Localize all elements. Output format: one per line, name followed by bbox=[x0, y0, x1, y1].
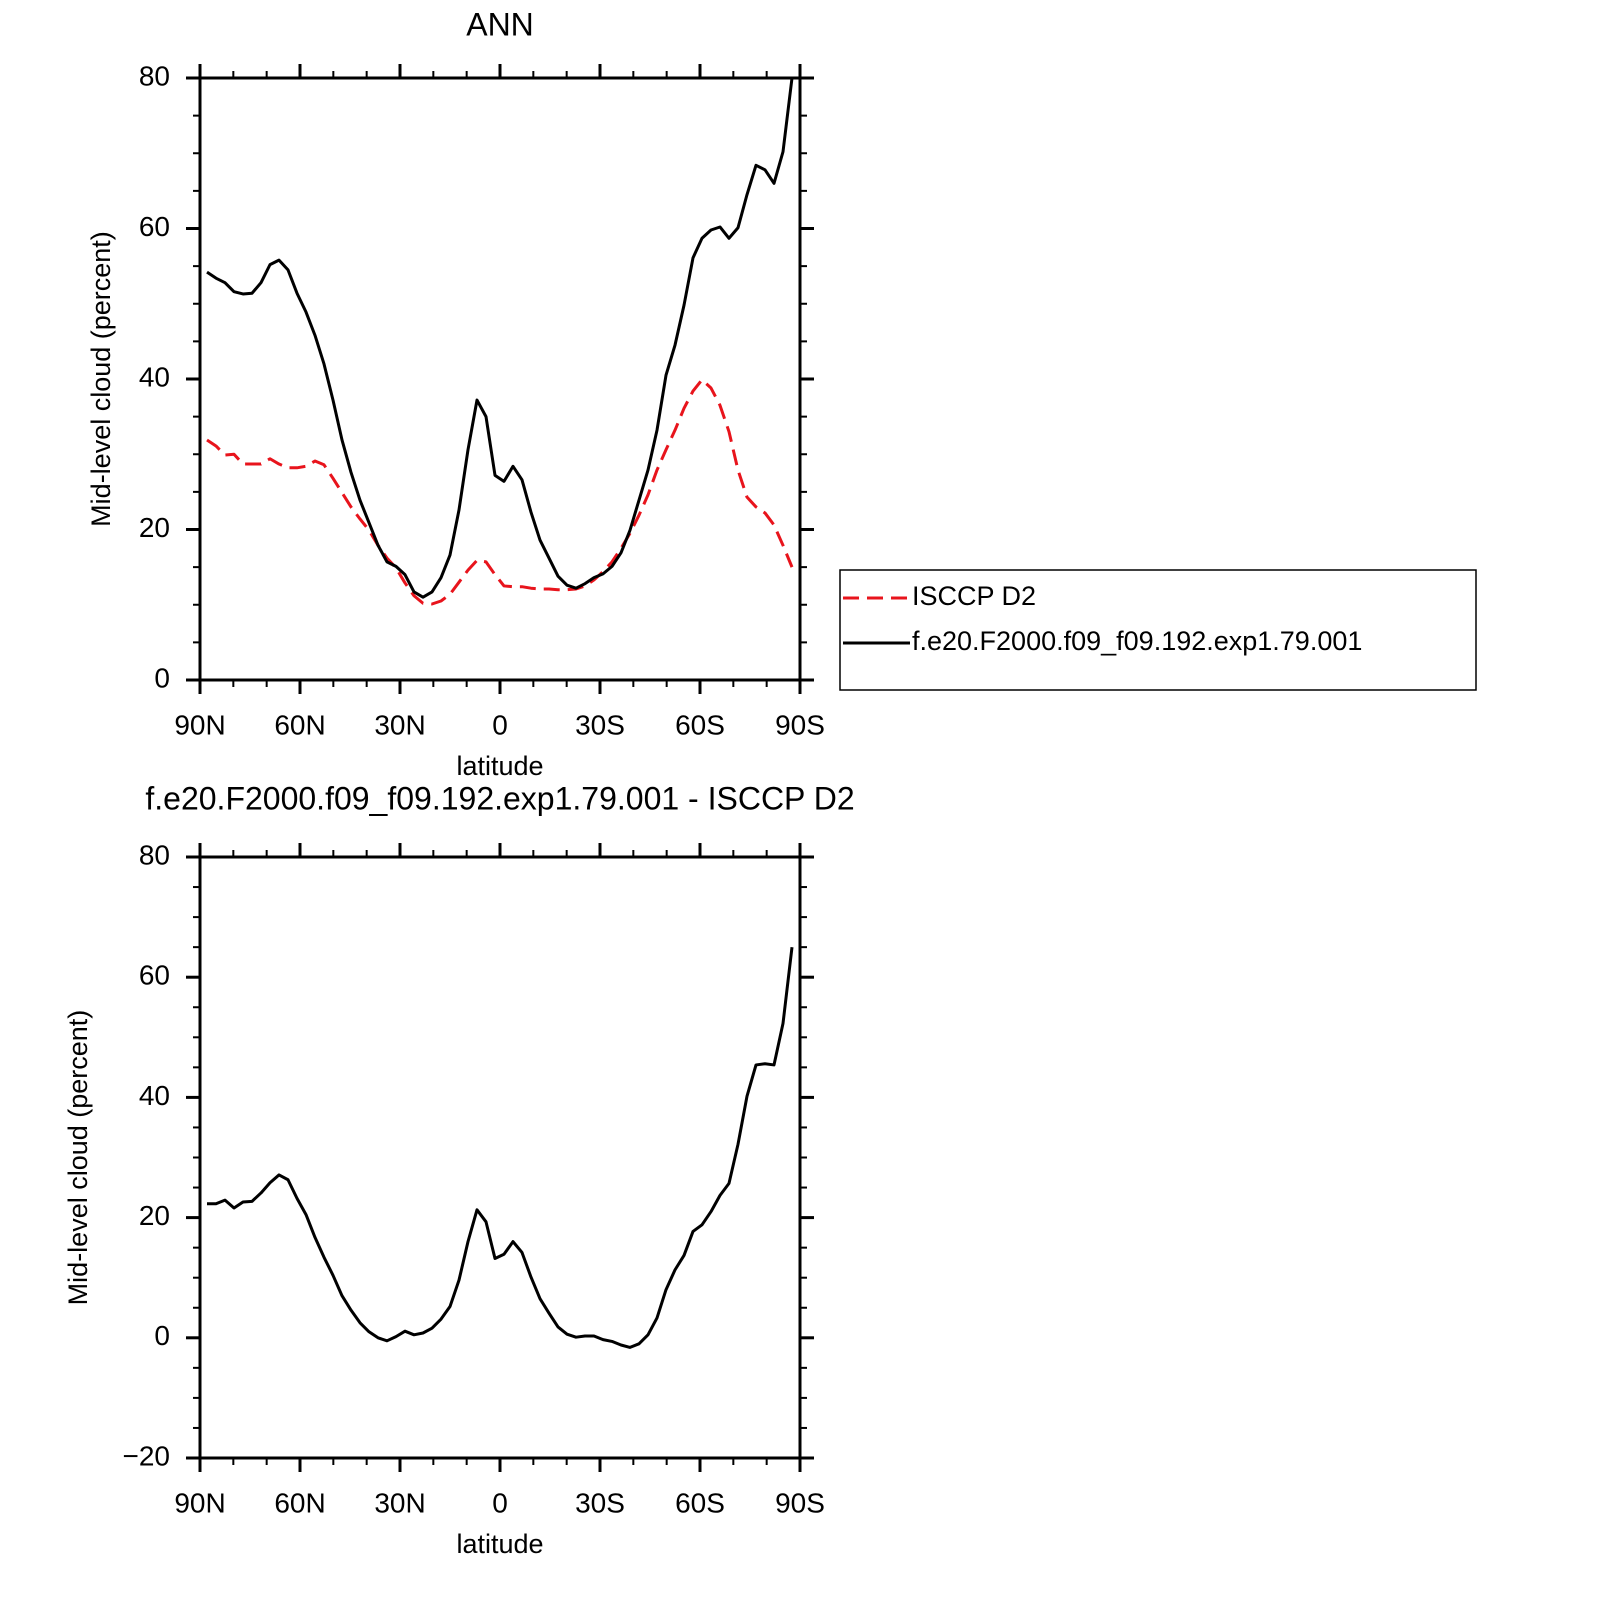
legend-box bbox=[839, 569, 1477, 691]
plot: f.e20.F2000.f09_f09.192.exp1.79.001 - IS… bbox=[63, 780, 854, 1559]
y-tick-label: 60 bbox=[139, 960, 170, 991]
y-axis-label: Mid-level cloud (percent) bbox=[86, 231, 116, 527]
legend-label: ISCCP D2 bbox=[912, 581, 1036, 611]
x-tick-label: 30N bbox=[374, 709, 425, 740]
y-tick-label: 0 bbox=[154, 662, 170, 693]
x-tick-label: 90S bbox=[775, 1487, 825, 1518]
x-tick-label: 90N bbox=[174, 1487, 225, 1518]
chart-title: ANN bbox=[466, 6, 534, 42]
legend-label: f.e20.F2000.f09_f09.192.exp1.79.001 bbox=[912, 626, 1362, 656]
x-axis-label: latitude bbox=[456, 1529, 543, 1559]
x-tick-label: 60S bbox=[675, 709, 725, 740]
y-tick-label: 80 bbox=[139, 839, 170, 870]
plot-frame bbox=[198, 76, 802, 682]
x-tick-label: 30S bbox=[575, 709, 625, 740]
y-tick-label: 20 bbox=[139, 512, 170, 543]
y-tick-label: 0 bbox=[154, 1320, 170, 1351]
x-tick-label: 30S bbox=[575, 1487, 625, 1518]
data-line bbox=[206, 378, 794, 606]
x-tick-label: 60N bbox=[274, 709, 325, 740]
x-axis-label: latitude bbox=[456, 751, 543, 781]
legend: ISCCP D2 f.e20.F2000.f09_f09.192.exp1.79.… bbox=[839, 569, 1477, 691]
x-tick-label: 0 bbox=[492, 1487, 508, 1518]
data-line bbox=[206, 77, 794, 599]
x-tick-label: 0 bbox=[492, 709, 508, 740]
y-tick-label: 40 bbox=[139, 361, 170, 392]
x-tick-label: 60S bbox=[675, 1487, 725, 1518]
x-tick-label: 90N bbox=[174, 709, 225, 740]
y-tick-label: −20 bbox=[123, 1440, 171, 1471]
plot: ANN 90N 60N 30N 0 30S 60S 90S 0 20 40 60 80 latitude M… bbox=[86, 6, 1477, 781]
x-tick-label: 60N bbox=[274, 1487, 325, 1518]
y-axis-label: Mid-level cloud (percent) bbox=[63, 1010, 93, 1306]
y-tick-label: 20 bbox=[139, 1200, 170, 1231]
chart-title: f.e20.F2000.f09_f09.192.exp1.79.001 - IS… bbox=[145, 780, 854, 816]
x-tick-label: 90S bbox=[775, 709, 825, 740]
y-tick-label: 80 bbox=[139, 60, 170, 91]
x-tick-label: 30N bbox=[374, 1487, 425, 1518]
y-tick-label: 60 bbox=[139, 211, 170, 242]
data-line bbox=[207, 946, 794, 1349]
y-tick-label: 40 bbox=[139, 1080, 170, 1111]
plot-frame bbox=[198, 855, 802, 1460]
